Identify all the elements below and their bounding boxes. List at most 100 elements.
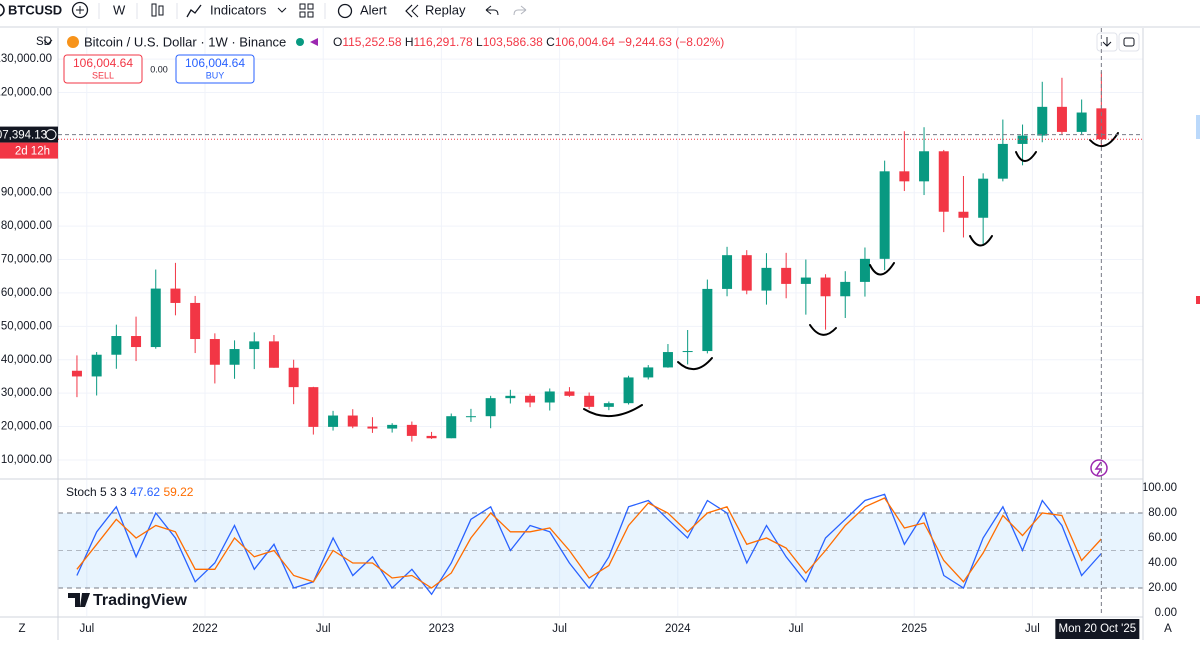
buy-label[interactable]: BUY — [206, 70, 225, 80]
timezone[interactable]: Z — [18, 623, 25, 635]
fullscreen[interactable] — [1118, 32, 1140, 52]
y-tick-label: 40,000.00 — [1, 354, 52, 366]
stoch-tick-label: 20.00 — [1148, 582, 1177, 594]
candle-body — [387, 424, 398, 429]
candle-body — [446, 416, 457, 439]
annotation-curve — [677, 357, 713, 370]
candle-body — [406, 424, 417, 436]
candle-body — [249, 341, 260, 350]
candle-body — [623, 377, 634, 404]
redo[interactable] — [513, 5, 527, 16]
undo[interactable] — [485, 5, 499, 16]
candle-body — [879, 171, 890, 259]
candle-body — [288, 367, 299, 388]
chart-type[interactable] — [151, 3, 164, 17]
candle-body — [682, 351, 693, 353]
stoch-d-value: 59.22 — [163, 485, 193, 499]
sell-label[interactable]: SELL — [92, 70, 114, 80]
marks — [71, 71, 1107, 596]
candle-body — [584, 395, 595, 407]
candle-body — [505, 395, 516, 399]
crosshair-date-tag — [1055, 619, 1140, 639]
indicators[interactable]: Indicators — [210, 2, 267, 17]
candle-body — [1096, 108, 1107, 140]
candle-body — [525, 395, 536, 403]
candle-body — [859, 258, 870, 282]
candle-body — [741, 255, 752, 291]
market-status — [296, 38, 304, 46]
stoch-tick-label: 80.00 — [1148, 507, 1177, 519]
ohlc: O115,252.58 H116,291.78 L103,586.38 C106… — [333, 35, 724, 49]
currency-dropdown[interactable] — [43, 39, 53, 45]
indicators-icon[interactable] — [186, 4, 202, 18]
candle-body — [840, 281, 851, 297]
symbol[interactable]: BTCUSD — [8, 2, 62, 17]
symbol-title: Bitcoin / U.S. Dollar · 1W · Binance — [84, 34, 286, 49]
candle-body — [1056, 106, 1067, 132]
stoch-k-value: 47.62 — [130, 485, 160, 499]
replay-marker-bolt — [1094, 461, 1103, 476]
countdown-tag — [0, 142, 58, 159]
sell-button[interactable]: 106,004.64 SELL — [63, 54, 143, 84]
candle-body — [150, 288, 161, 348]
interval[interactable]: W — [113, 2, 126, 17]
candle-body — [209, 339, 220, 365]
candle-body — [170, 288, 181, 303]
add-symbol[interactable] — [71, 1, 89, 19]
candle-body — [820, 277, 831, 297]
crosshair-plus — [45, 129, 57, 141]
crosshair-price: 107,394.13 — [0, 130, 47, 142]
annotation-curve — [969, 235, 993, 247]
replay-marker[interactable] — [1090, 459, 1108, 477]
candle-body — [367, 426, 378, 429]
alert-icon[interactable] — [337, 3, 353, 19]
brand-name: TradingView — [93, 592, 188, 609]
candle-body — [938, 151, 949, 212]
candle-body — [308, 387, 319, 427]
stoch-line — [76, 493, 1102, 596]
stoch-title: Stoch 5 3 3 — [66, 485, 127, 499]
candle-body — [761, 267, 772, 291]
annotations — [583, 132, 1119, 418]
candle-body — [71, 370, 82, 377]
candle-body — [899, 171, 910, 182]
candle-body — [229, 349, 240, 365]
exchange-icon — [310, 38, 318, 46]
candle-body — [190, 302, 201, 340]
brand: TradingView — [68, 592, 188, 609]
stoch-legend: Stoch 5 3 3 47.62 59.22 — [66, 485, 194, 499]
replay[interactable]: Replay — [425, 2, 466, 17]
candle-body — [328, 415, 339, 427]
auto-scale[interactable]: A — [1164, 623, 1172, 635]
candle-body — [1037, 106, 1048, 136]
sell-price[interactable]: 106,004.64 — [73, 56, 133, 70]
candle-body — [978, 178, 989, 218]
countdown: 2d 12h — [15, 146, 50, 158]
x-tick-label: Jul — [1025, 623, 1040, 635]
candle-body — [958, 211, 969, 218]
scroll-end[interactable] — [1096, 32, 1118, 52]
buy-button[interactable]: 106,004.64 BUY — [175, 54, 255, 84]
candle-body — [1076, 112, 1087, 132]
candle-body — [781, 267, 792, 284]
y-tick-label: 120,000.00 — [0, 87, 52, 99]
alert[interactable]: Alert — [360, 2, 387, 17]
currency[interactable]: SD — [36, 36, 52, 48]
x-tick-label: 2024 — [665, 623, 691, 635]
annotation-curve — [1015, 151, 1037, 162]
annotation-curve — [869, 262, 895, 276]
buy-price[interactable]: 106,004.64 — [185, 56, 245, 70]
y-tick-label: 90,000.00 — [1, 187, 52, 199]
candle-body — [997, 143, 1008, 179]
replay-icon[interactable] — [405, 4, 419, 18]
side-tab[interactable] — [1196, 115, 1200, 139]
candle-body — [702, 288, 713, 352]
x-tick-label: 2023 — [429, 623, 455, 635]
stoch-tick-label: 40.00 — [1148, 557, 1177, 569]
layouts[interactable] — [299, 3, 314, 18]
toolbar — [0, 0, 1200, 22]
dropdown[interactable] — [277, 7, 287, 13]
candle-body — [564, 391, 575, 396]
search-icon[interactable] — [0, 3, 5, 17]
